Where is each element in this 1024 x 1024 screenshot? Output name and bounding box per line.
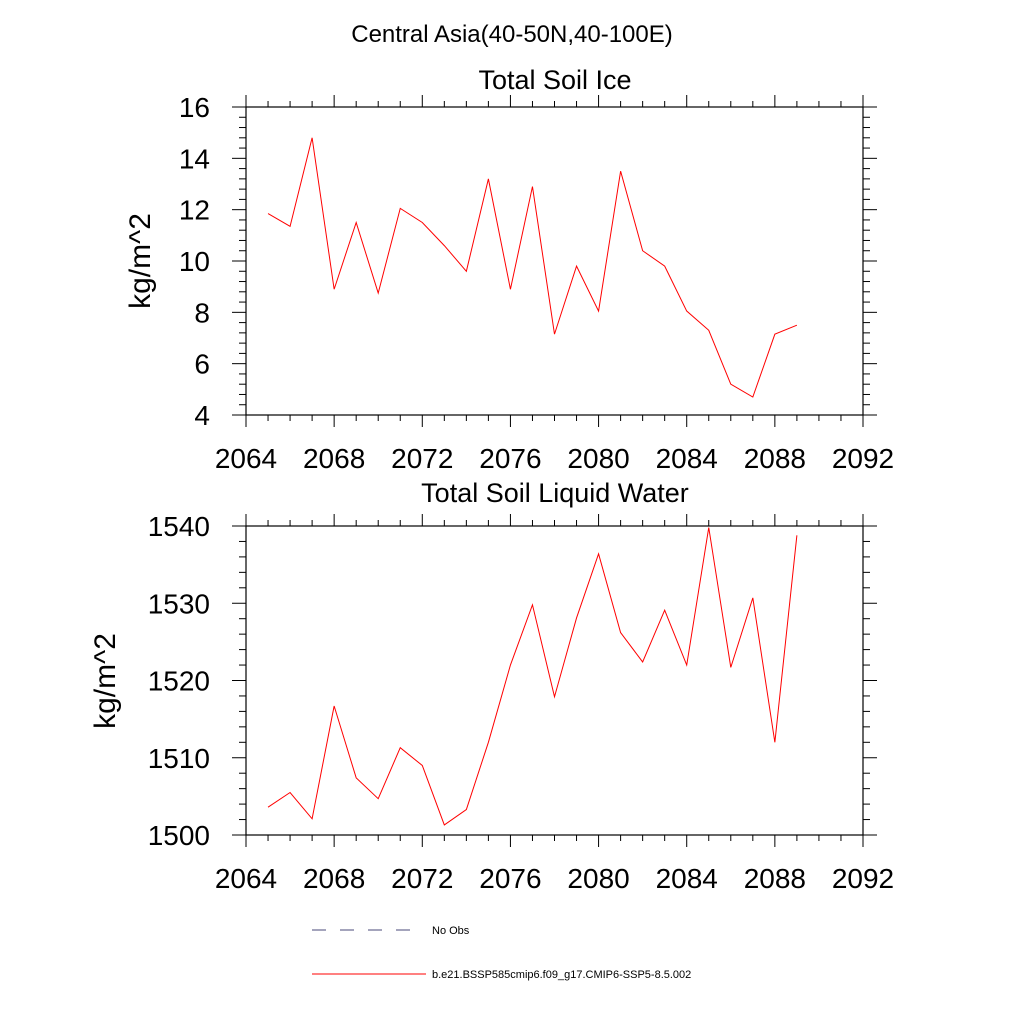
- x-tick-label: 2068: [303, 863, 365, 894]
- ylabel-soil-liquid-water: kg/m^2: [89, 633, 122, 729]
- y-tick-label: 1530: [148, 588, 210, 619]
- x-tick-label: 2076: [479, 863, 541, 894]
- panel-title-soil-ice: Total Soil Ice: [478, 65, 631, 95]
- y-tick-label: 4: [194, 400, 210, 431]
- legend-label-model-run: b.e21.BSSP585cmip6.f09_g17.CMIP6-SSP5-8.…: [432, 969, 691, 981]
- legend-label-no-obs: No Obs: [432, 925, 470, 937]
- y-tick-label: 1540: [148, 511, 210, 542]
- x-tick-label: 2080: [567, 443, 629, 474]
- legend-item-no-obs: No Obs: [312, 925, 470, 937]
- y-tick-label: 8: [194, 297, 210, 328]
- x-tick-label: 2084: [656, 443, 718, 474]
- x-tick-label: 2064: [215, 443, 277, 474]
- plot-frame-soil-ice: [245, 106, 864, 416]
- y-tick-label: 14: [179, 143, 210, 174]
- plot-frame-soil-liquid-water: [245, 525, 864, 836]
- x-tick-label: 2072: [391, 443, 453, 474]
- series-soil-ice: [267, 137, 798, 398]
- x-tick-label: 2092: [832, 863, 894, 894]
- figure-suptitle: Central Asia(40-50N,40-100E): [351, 21, 673, 48]
- tick-labels-soil-ice: 2064 2068 2072 2076 2080 2084 2088 2092 4 6 8 10 12 1…: [179, 92, 894, 474]
- legend: No Obs b.e21.BSSP585cmip6.f09_g17.CMIP6-…: [312, 925, 691, 981]
- ylabel-soil-ice: kg/m^2: [124, 213, 157, 309]
- y-tick-label: 16: [179, 92, 210, 123]
- ticks-soil-liquid-water: [232, 514, 877, 847]
- y-tick-label: 1510: [148, 743, 210, 774]
- tick-labels-soil-liquid-water: 2064 2068 2072 2076 2080 2084 2088 2092 1500 1510…: [148, 511, 894, 894]
- y-tick-label: 6: [194, 349, 210, 380]
- legend-item-model-run: b.e21.BSSP585cmip6.f09_g17.CMIP6-SSP5-8.…: [312, 969, 691, 981]
- panel-soil-liquid-water: Total Soil Liquid Water kg/m^2 2064 2068 2…: [89, 478, 894, 894]
- x-tick-label: 2072: [391, 863, 453, 894]
- y-tick-label: 1500: [148, 820, 210, 851]
- series-soil-liquid-water: [267, 527, 798, 826]
- x-tick-label: 2064: [215, 863, 277, 894]
- y-tick-label: 10: [179, 246, 210, 277]
- x-tick-label: 2084: [656, 863, 718, 894]
- panel-soil-ice: Total Soil Ice kg/m^2 2064 2068 2072 2076 20…: [124, 65, 894, 474]
- series-line: [267, 527, 798, 826]
- x-tick-label: 2088: [744, 863, 806, 894]
- y-tick-label: 1520: [148, 666, 210, 697]
- x-tick-label: 2080: [567, 863, 629, 894]
- series-line: [267, 137, 798, 398]
- y-tick-label: 12: [179, 195, 210, 226]
- ticks-soil-ice: [232, 95, 877, 427]
- x-tick-label: 2092: [832, 443, 894, 474]
- x-tick-label: 2076: [479, 443, 541, 474]
- x-tick-label: 2088: [744, 443, 806, 474]
- x-tick-label: 2068: [303, 443, 365, 474]
- panel-title-soil-liquid-water: Total Soil Liquid Water: [421, 478, 689, 508]
